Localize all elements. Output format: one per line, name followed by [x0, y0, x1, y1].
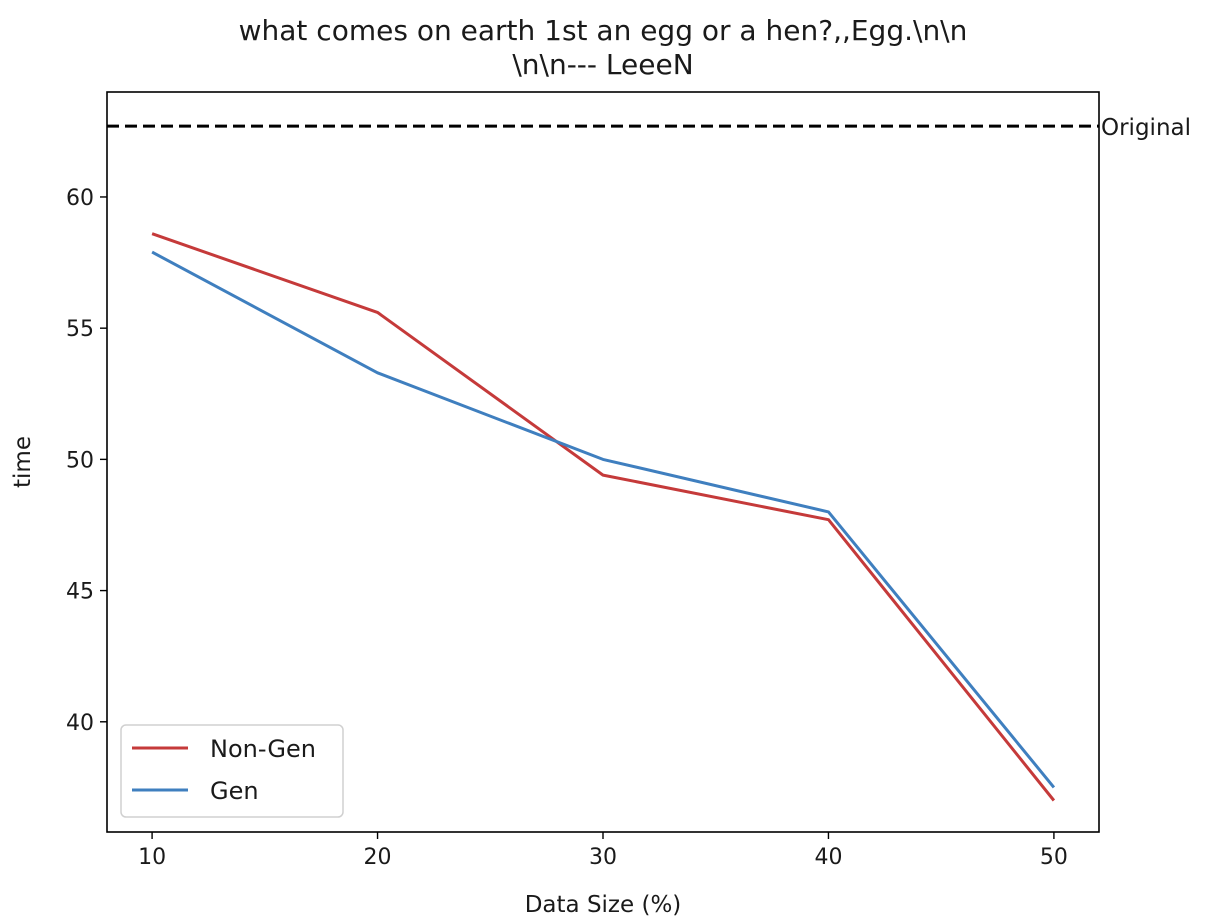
plot-frame	[106, 91, 1100, 833]
chart-title-line-1: what comes on earth 1st an egg or a hen?…	[239, 14, 968, 47]
y-tick-label: 50	[66, 448, 94, 473]
reference-line-label: Original	[1101, 115, 1191, 141]
x-tick-label: 50	[1040, 845, 1068, 870]
legend-label-non-gen: Non-Gen	[210, 735, 316, 763]
y-tick-label: 55	[66, 317, 94, 342]
y-tick-label: 60	[66, 186, 94, 211]
x-axis-label: Data Size (%)	[525, 892, 682, 918]
x-tick-label: 20	[364, 845, 392, 870]
y-tick-label: 45	[66, 580, 94, 605]
y-axis-label: time	[10, 436, 36, 488]
legend: Non-Gen Gen	[120, 724, 344, 818]
legend-label-gen: Gen	[210, 777, 259, 805]
x-tick-label: 10	[138, 845, 166, 870]
x-tick-label: 30	[589, 845, 617, 870]
x-tick-label: 40	[814, 845, 842, 870]
plot-area: Original 10 20 30 40 50 40 45 50 55 60	[66, 91, 1191, 870]
series-line-gen	[151, 250, 1056, 789]
chart-title-line-2: \n\n--- LeeeN	[512, 48, 693, 81]
y-tick-label: 40	[66, 711, 94, 736]
series-line-non-gen	[151, 232, 1056, 802]
